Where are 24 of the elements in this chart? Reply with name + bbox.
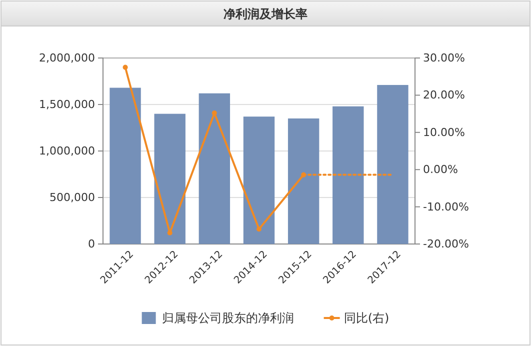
chart-title: 净利润及增长率 [224,7,308,21]
point [167,230,172,236]
y-tick-label: 1,500,000 [39,98,95,112]
legend-label: 归属母公司股东的净利润 [162,311,294,325]
y2-tick-label: 0.00% [423,163,458,176]
y-tick-label: 500,000 [50,191,95,204]
bar [288,118,320,244]
y2-tick-label: 20.00% [423,88,465,102]
y2-tick-label: -10.00% [423,200,469,214]
bar [198,93,230,244]
legend-label: 同比(右) [344,311,390,325]
bar [243,116,275,244]
y-tick-label: 2,000,000 [39,52,95,65]
point [256,226,262,232]
bar [154,114,186,244]
bar [332,106,364,244]
y2-tick-label: 30.00% [423,52,465,65]
y2-tick-label: -20.00% [423,238,469,251]
y-tick-label: 1,000,000 [39,144,95,158]
y-tick-label: 0 [88,238,95,251]
point [122,64,128,70]
bar [110,88,141,244]
y2-tick-label: 10.00% [423,126,465,139]
bar [377,84,408,244]
